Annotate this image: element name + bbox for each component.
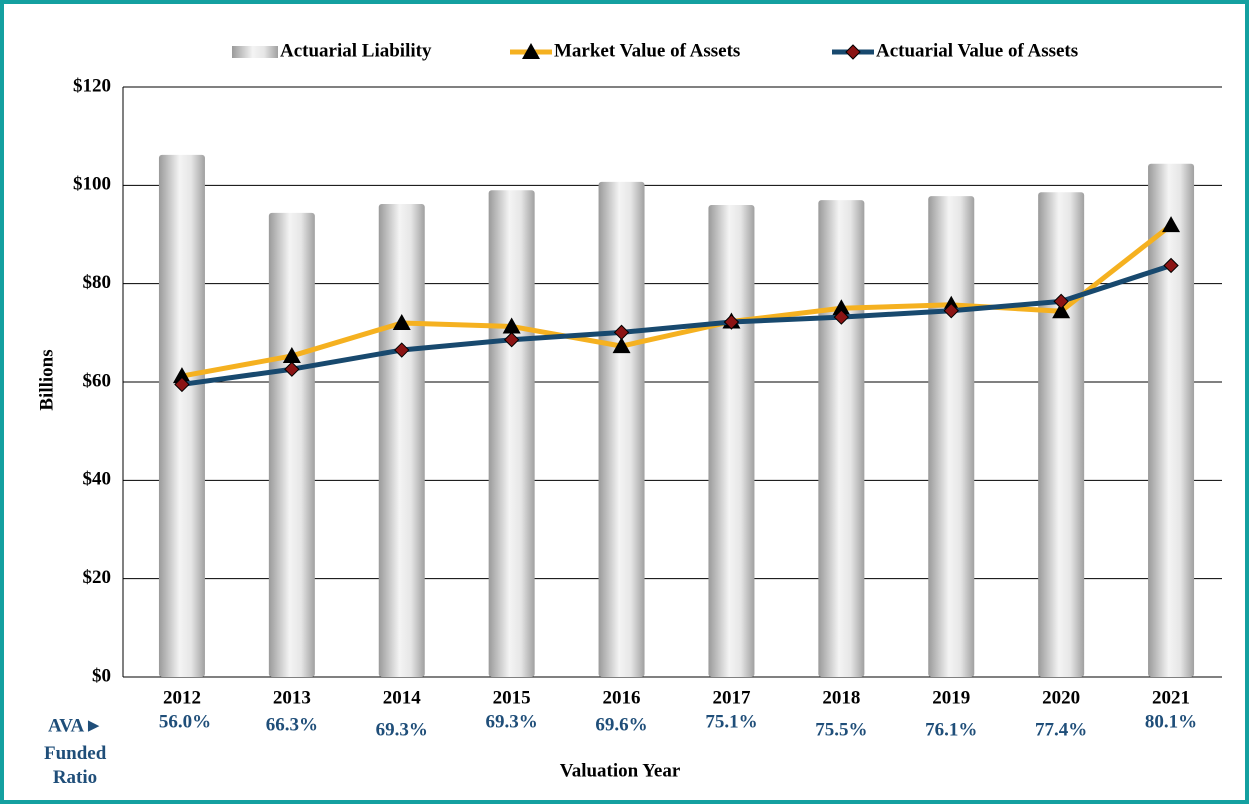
marker [284, 361, 300, 377]
x-axis-label: Valuation Year [560, 760, 681, 781]
marker [723, 314, 740, 330]
bar [928, 196, 975, 677]
y-tick-label: $20 [83, 567, 112, 588]
bar [598, 181, 645, 677]
marker [392, 314, 411, 330]
marker [1052, 302, 1071, 319]
y-tick-label: $120 [73, 75, 111, 96]
bar [378, 204, 425, 677]
annotation-caption: Funded Ratio [44, 743, 107, 788]
marker [612, 337, 631, 354]
y-axis-label: Billions [36, 349, 57, 410]
funded-ratio-label: 69.3% [486, 711, 538, 732]
funded-ratio-label: 77.4% [1035, 719, 1087, 740]
marker [394, 342, 410, 358]
marker [174, 376, 190, 393]
y-tick-label: $100 [73, 174, 111, 195]
x-tick-label: 2015 [493, 687, 531, 708]
y-tick-label: $80 [83, 272, 112, 293]
marker [832, 299, 851, 316]
legend-marker [522, 43, 540, 59]
bar [818, 200, 865, 678]
legend-label: Market Value of Assets [554, 40, 740, 61]
line [181, 263, 1172, 387]
bar [708, 205, 755, 677]
funded-ratio-label: 75.5% [815, 719, 867, 740]
bar [1038, 192, 1085, 677]
funded-ratio-label: 80.1% [1145, 711, 1197, 732]
bar [268, 212, 315, 677]
x-tick-label: 2018 [822, 687, 860, 708]
legend-label: Actuarial Value of Assets [876, 40, 1078, 61]
x-tick-label: 2017 [712, 687, 751, 708]
bar [488, 190, 535, 677]
funded-ratio-label: 56.0% [159, 711, 211, 732]
marker [833, 309, 850, 325]
funded-ratio-label: 75.1% [705, 711, 757, 732]
x-tick-label: 2014 [383, 687, 422, 708]
funded-ratio-label: 76.1% [925, 719, 977, 740]
marker [172, 367, 191, 384]
bar [158, 154, 205, 678]
x-tick-label: 2013 [273, 687, 311, 708]
marker [1053, 293, 1069, 310]
y-tick-label: $60 [83, 370, 112, 391]
marker [943, 303, 959, 319]
marker [1162, 216, 1181, 233]
x-tick-label: 2012 [163, 687, 201, 708]
x-tick-label: 2019 [932, 687, 970, 708]
x-tick-label: 2020 [1042, 687, 1080, 708]
funded-ratio-label: 66.3% [266, 714, 318, 735]
marker [282, 346, 301, 363]
legend-swatch [232, 46, 278, 58]
funded-ratio-label: 69.3% [376, 719, 428, 740]
funded-ratio-label: 69.6% [595, 714, 647, 735]
legend-marker [845, 44, 861, 60]
x-tick-label: 2021 [1152, 687, 1190, 708]
x-tick-label: 2016 [603, 687, 641, 708]
marker [613, 324, 630, 341]
y-tick-label: $40 [83, 469, 112, 490]
y-tick-label: $0 [92, 665, 111, 686]
line [181, 223, 1173, 379]
marker [1163, 257, 1179, 274]
marker [502, 317, 521, 334]
legend-label: Actuarial Liability [280, 40, 432, 61]
bar [1148, 163, 1195, 677]
marker [503, 332, 520, 348]
annotation-prefix: AVA► [48, 715, 103, 736]
